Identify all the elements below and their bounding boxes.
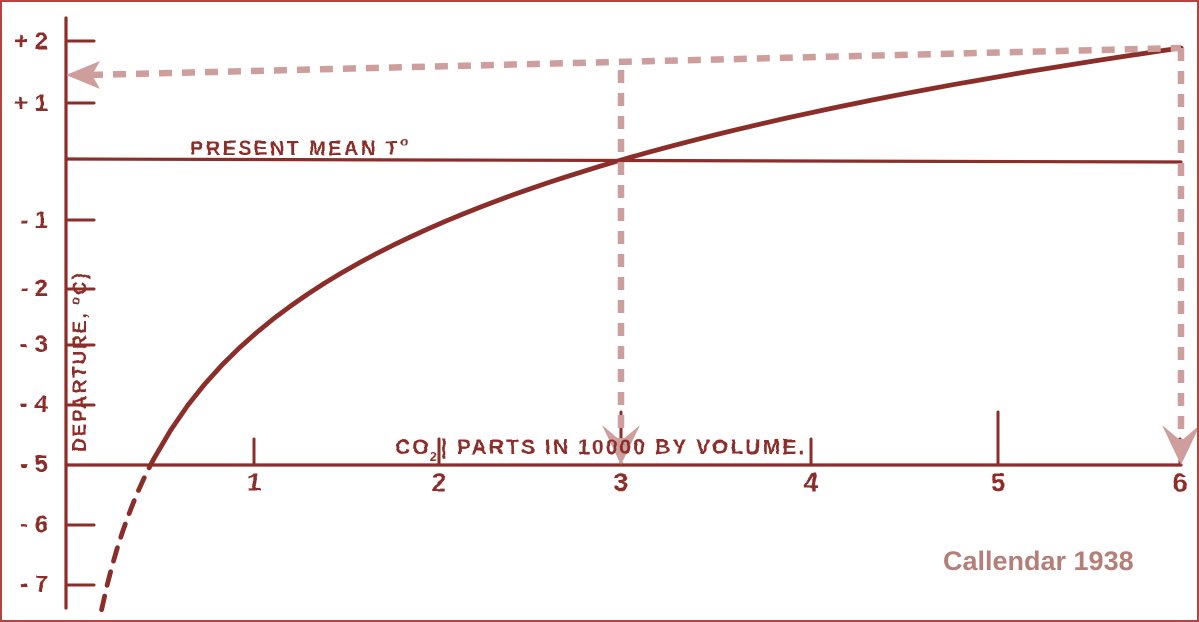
svg-text:- 2: - 2 [20,275,48,302]
svg-text:PRESENT MEAN To: PRESENT MEAN To [190,134,411,160]
svg-text:- 7: - 7 [20,571,48,598]
svg-text:2: 2 [432,467,446,497]
svg-text:5: 5 [991,467,1005,497]
svg-text:1: 1 [247,467,261,497]
svg-text:+ 1: + 1 [14,90,48,117]
svg-text:CO2| PARTS IN 10000 BY VOLUME.: CO2| PARTS IN 10000 BY VOLUME. [395,436,806,464]
svg-text:- 6: - 6 [20,511,48,538]
svg-text:- 3: - 3 [20,331,48,358]
svg-text:6: 6 [1173,467,1187,497]
svg-text:- 1: - 1 [20,207,48,234]
svg-text:DEPARTURE, oC): DEPARTURE, oC) [68,271,91,452]
svg-text:+ 2: + 2 [14,28,48,55]
svg-text:4: 4 [804,467,819,497]
svg-text:- 5: - 5 [20,451,48,478]
svg-text:3: 3 [614,467,628,497]
svg-text:- 4: - 4 [20,391,49,418]
